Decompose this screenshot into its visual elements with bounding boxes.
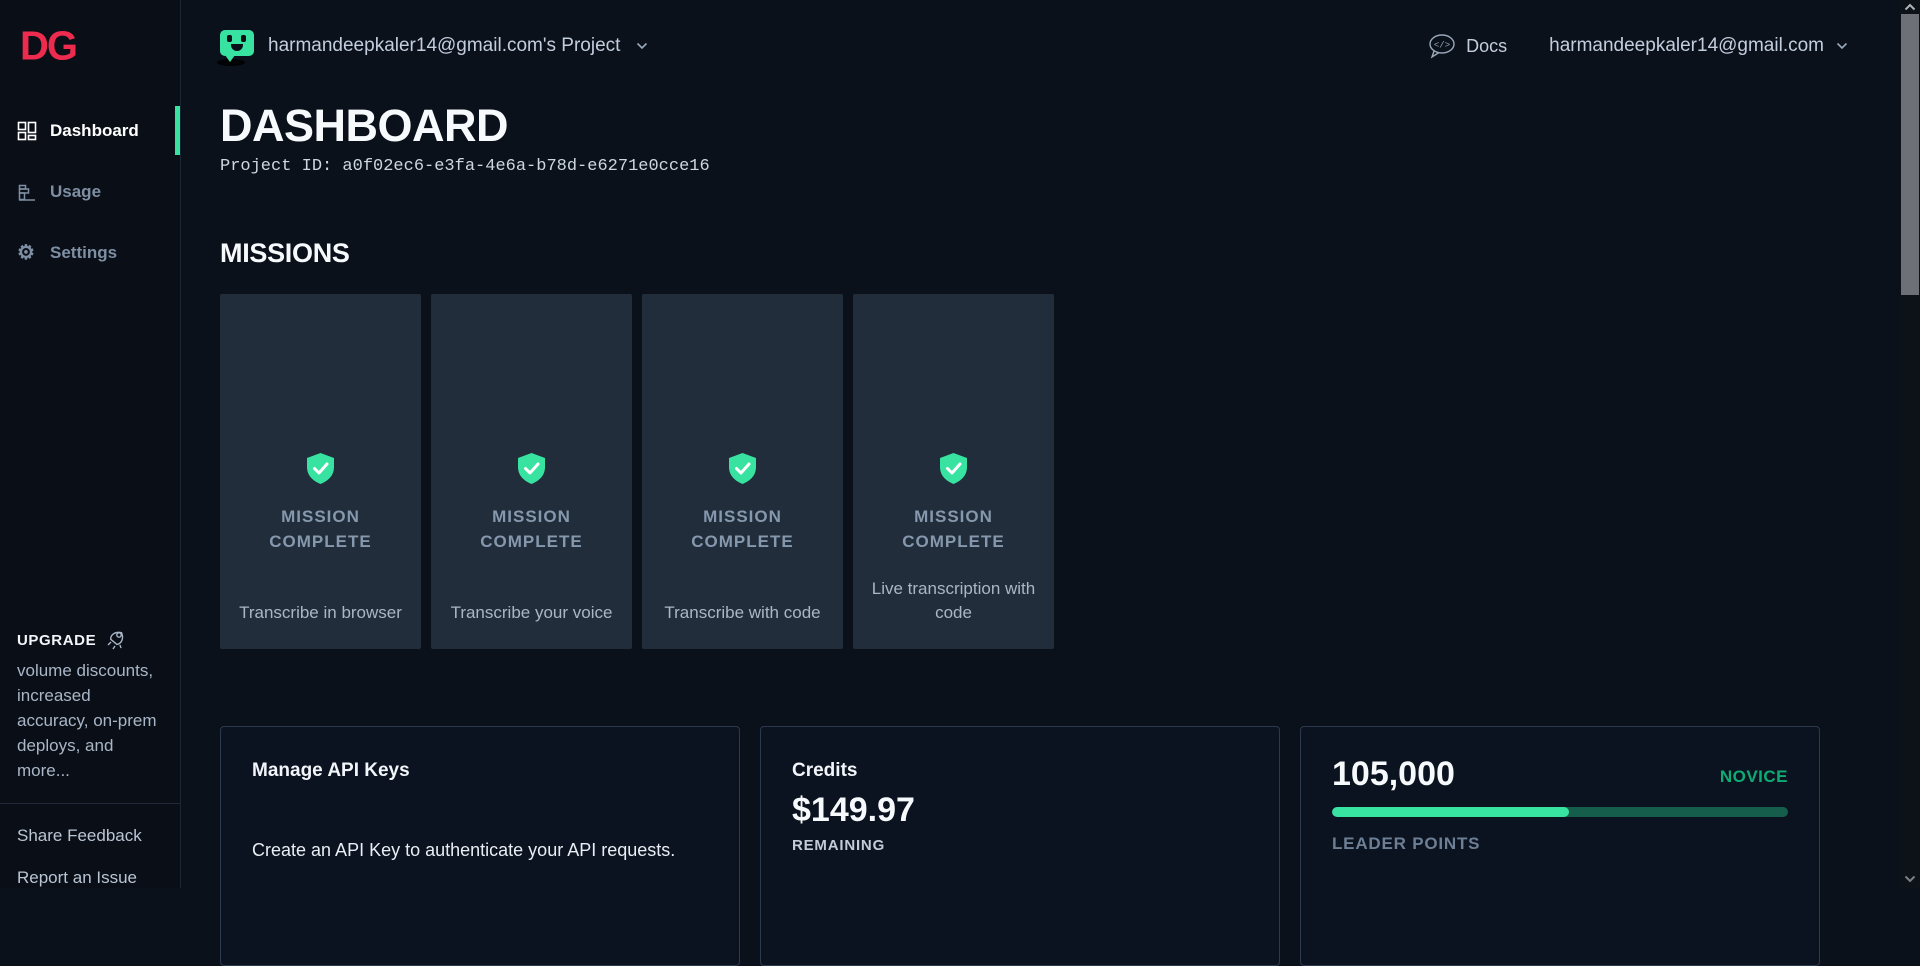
account-menu[interactable]: harmandeepkaler14@gmail.com (1549, 35, 1848, 57)
chevron-down-icon (1836, 42, 1848, 50)
docs-label: Docs (1466, 35, 1508, 56)
docs-bubble-icon: </> (1428, 33, 1456, 59)
sidebar-divider (0, 803, 180, 804)
sidebar-nav: Dashboard Usage ⚙ Settings (0, 106, 180, 277)
deepgram-logo[interactable]: DG (20, 23, 78, 69)
panel-description: Create an API Key to authenticate your A… (252, 840, 676, 861)
shield-check-icon (729, 453, 756, 485)
report-issue-link[interactable]: Report an Issue (17, 868, 138, 887)
mission-card-transcribe-with-code[interactable]: MISSION COMPLETE Transcribe with code (642, 294, 843, 650)
sidebar-item-label: Settings (50, 242, 118, 262)
mission-status: MISSION COMPLETE (691, 507, 794, 552)
shield-check-icon (307, 453, 334, 485)
mission-status: MISSION COMPLETE (480, 507, 583, 552)
credits-title: Credits (792, 760, 858, 782)
scrollbar-thumb[interactable] (1901, 14, 1919, 295)
project-name: harmandeepkaler14@gmail.com's Project (268, 35, 621, 56)
sidebar-item-label: Usage (50, 181, 102, 201)
account-email: harmandeepkaler14@gmail.com (1549, 35, 1824, 56)
upgrade-description: volume discounts, increased accuracy, on… (17, 661, 157, 780)
missions-heading: MISSIONS (220, 238, 350, 269)
mission-status: MISSION COMPLETE (269, 507, 372, 552)
sidebar: DG Dashboard (0, 0, 181, 888)
mission-caption: Transcribe your voice (450, 603, 613, 623)
page-title: DASHBOARD (220, 100, 509, 151)
main-content: harmandeepkaler14@gmail.com's Project </… (181, 0, 1900, 966)
mission-status: MISSION COMPLETE (902, 507, 1005, 552)
panels-row: Manage API Keys Create an API Key to aut… (220, 726, 1820, 966)
leader-points-progress-fill (1332, 807, 1570, 818)
mission-caption: Live transcription with code (871, 579, 1036, 623)
chevron-down-icon (636, 42, 648, 50)
project-avatar-icon (217, 29, 254, 66)
shield-check-icon (518, 453, 545, 485)
missions-row: MISSION COMPLETE Transcribe in browser M… (220, 294, 1900, 650)
mission-card-live-transcription[interactable]: MISSION COMPLETE Live transcription with… (853, 294, 1054, 650)
leader-points-panel: 105,000 NOVICE LEADER POINTS (1300, 726, 1820, 966)
share-feedback-link[interactable]: Share Feedback (17, 826, 142, 845)
top-bar-right: </> Docs harmandeepkaler14@gmail.com (1428, 33, 1848, 59)
mission-card-transcribe-your-voice[interactable]: MISSION COMPLETE Transcribe your voice (431, 294, 632, 650)
top-bar: harmandeepkaler14@gmail.com's Project </… (181, 0, 1900, 92)
sidebar-bottom: UPGRADE volume discounts, increased accu… (0, 628, 180, 888)
mission-caption: Transcribe in browser (239, 603, 402, 623)
credits-remaining-label: REMAINING (792, 837, 886, 855)
sidebar-item-dashboard[interactable]: Dashboard (0, 106, 180, 155)
scrollbar-down-arrow[interactable] (1900, 872, 1920, 886)
active-indicator (175, 106, 180, 155)
mission-caption: Transcribe with code (664, 603, 821, 623)
gear-icon: ⚙ (17, 241, 35, 264)
sidebar-item-settings[interactable]: ⚙ Settings (0, 228, 180, 277)
rocket-icon (104, 628, 130, 652)
svg-text:</>: </> (1434, 41, 1450, 51)
usage-chart-icon (17, 182, 37, 202)
sidebar-item-usage[interactable]: Usage (0, 167, 180, 216)
leader-points-value: 105,000 (1332, 755, 1455, 794)
project-id: Project ID: a0f02ec6-e3fa-4e6a-b78d-e627… (220, 157, 710, 177)
sidebar-item-label: Dashboard (50, 120, 139, 140)
page-content: DASHBOARD Project ID: a0f02ec6-e3fa-4e6a… (181, 102, 1900, 966)
manage-api-keys-panel[interactable]: Manage API Keys Create an API Key to aut… (220, 726, 740, 966)
mission-card-transcribe-in-browser[interactable]: MISSION COMPLETE Transcribe in browser (220, 294, 421, 650)
page-scrollbar (1900, 0, 1920, 888)
leader-points-toprow: 105,000 NOVICE (1332, 757, 1788, 791)
credits-amount: $149.97 (792, 791, 915, 830)
shield-check-icon (940, 453, 967, 485)
project-selector[interactable]: harmandeepkaler14@gmail.com's Project (217, 29, 648, 66)
dashboard-grid-icon (17, 121, 37, 141)
scrollbar-up-arrow[interactable] (1900, 0, 1920, 14)
docs-link[interactable]: </> Docs (1428, 33, 1507, 59)
upgrade-link[interactable]: UPGRADE (0, 628, 180, 652)
credits-panel: Credits $149.97 REMAINING (760, 726, 1280, 966)
panel-title: Manage API Keys (252, 760, 410, 782)
upgrade-label: UPGRADE (17, 631, 97, 649)
leader-points-label: LEADER POINTS (1332, 834, 1481, 854)
leader-points-progressbar (1332, 807, 1788, 818)
tier-badge: NOVICE (1719, 767, 1788, 787)
